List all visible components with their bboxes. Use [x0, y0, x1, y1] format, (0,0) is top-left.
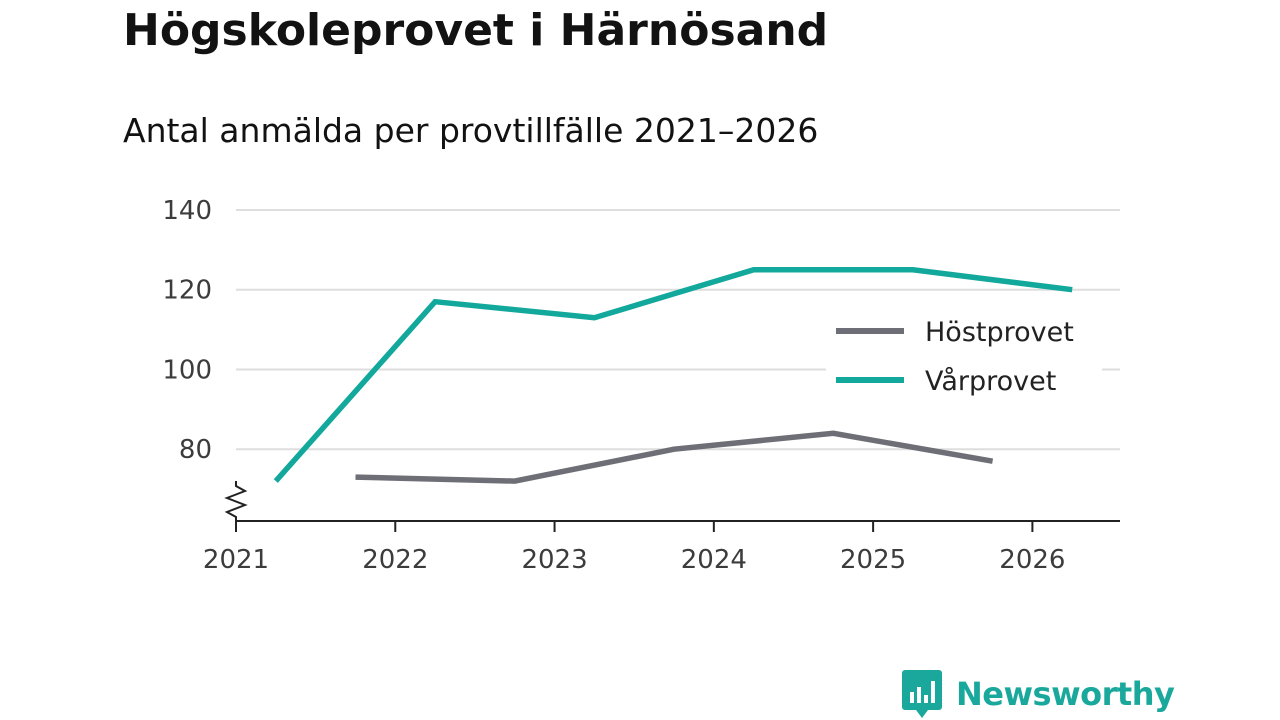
legend-label: Vårprovet [925, 366, 1056, 397]
x-tick-label: 2026 [999, 545, 1065, 575]
series-line-varprovet [273, 267, 1073, 483]
legend-background [826, 306, 1102, 410]
x-tick-label: 2024 [681, 545, 747, 575]
series-line-hostprovet [355, 430, 994, 484]
y-tick-label: 140 [162, 196, 212, 226]
legend-label: Höstprovet [925, 317, 1074, 348]
x-tick-label: 2025 [840, 545, 906, 575]
y-axis-break-icon [224, 481, 248, 521]
y-tick-label: 80 [179, 435, 212, 465]
x-tick-label: 2021 [203, 545, 269, 575]
x-tick-label: 2022 [362, 545, 428, 575]
brand-name: Newsworthy [956, 675, 1175, 713]
chart-subtitle: Antal anmälda per provtillfälle 2021–202… [123, 111, 819, 150]
y-tick-label: 100 [162, 355, 212, 385]
y-tick-label: 120 [162, 276, 212, 306]
brand-logo: Newsworthy [902, 670, 1175, 718]
newsworthy-logo-icon [902, 670, 942, 718]
chart-title: Högskoleprovet i Härnösand [123, 5, 829, 56]
line-chart: 80 100 120 140 2021 2022 2023 2024 2025 2026 Höst… [162, 196, 1120, 575]
x-tick-label: 2023 [521, 545, 587, 575]
